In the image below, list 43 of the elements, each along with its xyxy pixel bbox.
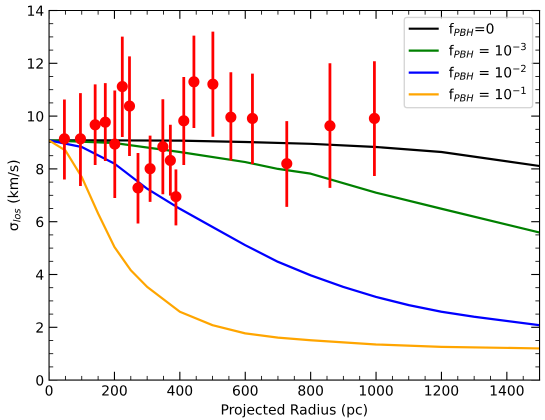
- legend-label: f$_{PBH}$=0: [449, 23, 494, 36]
- x-tick-label: 200: [102, 385, 127, 396]
- y-tick-label: 8: [36, 164, 44, 174]
- y-axis-title: σ$_{los}$ (km/s): [8, 160, 20, 230]
- point: [58, 133, 70, 144]
- point: [157, 141, 168, 152]
- x-tick-label: 1400: [490, 385, 524, 396]
- x-tick-label: 0: [46, 385, 53, 396]
- point: [246, 112, 258, 124]
- y-tick-label: 0: [36, 375, 44, 386]
- legend-label: f$_{PBH}$ = 10$^{−2}$: [449, 64, 526, 80]
- point: [281, 158, 292, 170]
- point: [178, 115, 190, 126]
- point: [90, 119, 101, 130]
- point: [109, 138, 120, 150]
- x-tick-label: 1000: [360, 385, 393, 396]
- x-tick-label: 800: [298, 385, 323, 396]
- point: [144, 163, 156, 174]
- x-tick-label: 1200: [425, 385, 458, 396]
- x-axis-title: Projected Radius (pc): [222, 404, 367, 418]
- point: [116, 80, 128, 92]
- x-tick-label: 400: [167, 385, 192, 396]
- line-series: [49, 139, 540, 234]
- y-tick-label: 4: [36, 270, 44, 280]
- point: [124, 100, 136, 112]
- point: [207, 78, 218, 90]
- y-tick-label: 2: [36, 322, 43, 333]
- point: [170, 191, 182, 202]
- y-tick-label: 10: [28, 111, 44, 122]
- y-tick-label: 6: [36, 216, 44, 228]
- point: [225, 112, 236, 123]
- point: [324, 120, 336, 132]
- point: [368, 112, 380, 124]
- legend-label: f$_{PBH}$ = 10$^{−3}$: [449, 42, 526, 58]
- point: [74, 133, 86, 144]
- y-tick-label: 12: [28, 58, 43, 69]
- point: [132, 182, 144, 194]
- point: [100, 116, 111, 128]
- x-tick-label: 600: [232, 385, 258, 396]
- y-tick-label: 14: [28, 6, 44, 16]
- legend-label: f$_{PBH}$ = 10$^{−1}$: [449, 86, 526, 102]
- point: [164, 154, 176, 166]
- point: [188, 76, 200, 88]
